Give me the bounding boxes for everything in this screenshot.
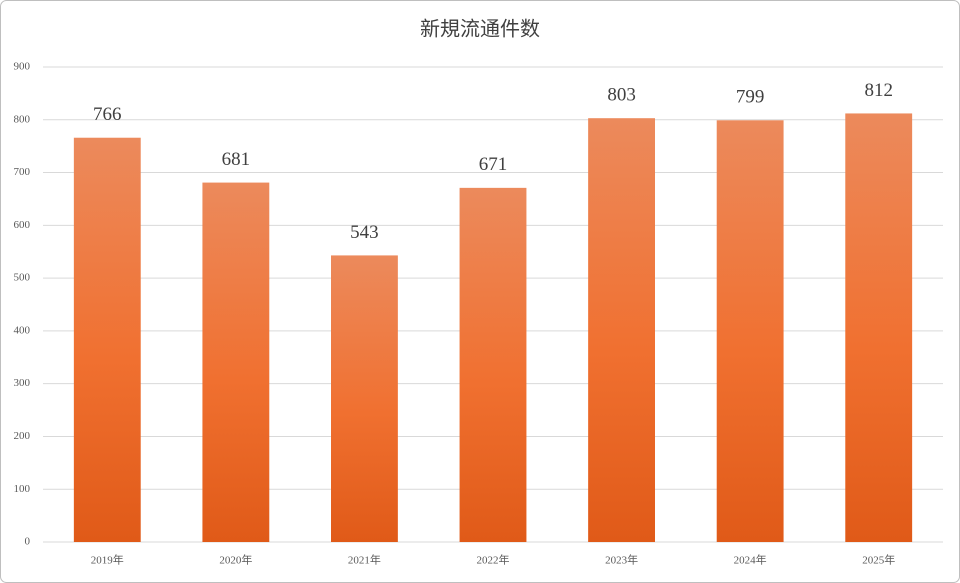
value-label: 681 xyxy=(222,149,251,170)
bar xyxy=(202,182,270,543)
value-label: 812 xyxy=(864,80,893,101)
x-tick-label: 2020年 xyxy=(219,553,252,567)
y-tick-label: 100 xyxy=(14,483,31,495)
x-tick-label: 2021年 xyxy=(348,553,381,567)
bar xyxy=(331,255,398,542)
value-label: 543 xyxy=(350,222,379,243)
y-tick-label: 200 xyxy=(14,430,31,442)
y-tick-label: 500 xyxy=(14,272,31,284)
y-tick-label: 0 xyxy=(25,536,31,548)
value-label: 799 xyxy=(736,87,765,108)
y-tick-label: 400 xyxy=(14,324,31,336)
x-tick-label: 2019年 xyxy=(91,553,124,567)
bar xyxy=(588,118,655,542)
y-tick-label: 300 xyxy=(14,377,31,389)
x-tick-label: 2023年 xyxy=(605,553,638,567)
value-label: 803 xyxy=(607,85,636,106)
bar xyxy=(845,113,913,542)
y-tick-label: 900 xyxy=(14,61,31,73)
y-tick-label: 600 xyxy=(14,219,31,231)
x-tick-label: 2022年 xyxy=(477,553,510,567)
x-tick-label: 2025年 xyxy=(862,553,895,567)
bar xyxy=(73,137,141,542)
y-tick-label: 800 xyxy=(14,113,31,125)
bar xyxy=(459,187,527,542)
chart-title: 新規流通件数 xyxy=(420,17,540,41)
x-tick-label: 2024年 xyxy=(734,553,767,567)
y-tick-label: 700 xyxy=(14,166,31,178)
value-label: 671 xyxy=(479,154,508,175)
bar xyxy=(716,120,784,543)
value-label: 766 xyxy=(93,104,122,125)
